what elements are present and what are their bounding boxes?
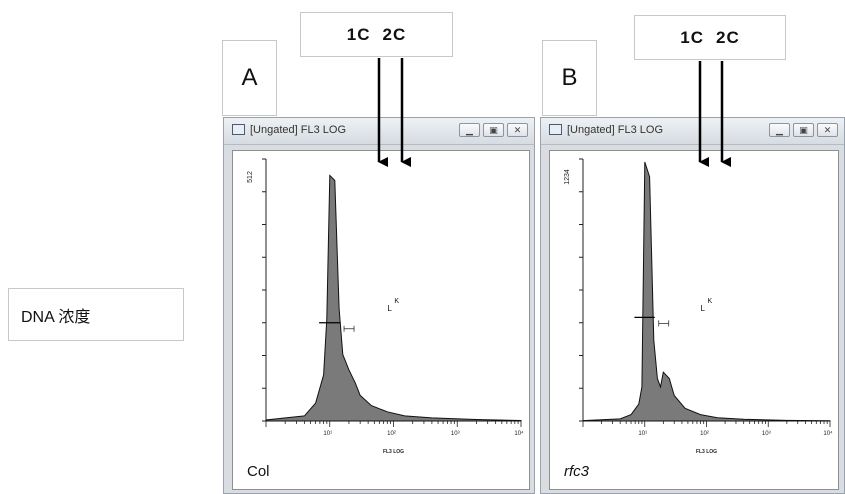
panel-letter-box-a: A — [222, 40, 277, 116]
maximize-icon[interactable]: ▣ — [793, 123, 814, 137]
panel-letter-a: A — [241, 64, 258, 91]
gate-prefix-label: L — [387, 304, 392, 313]
x-tick-label: 10³ — [451, 431, 460, 437]
histogram-chart-a: 512 10¹ 10² 10³ 10⁴ FL3 LOG LK — [247, 158, 524, 455]
histogram-chart-b: 1234 10¹ 10² 10³ 10⁴ FL3 LOG LK — [564, 158, 833, 455]
x-tick-label: 10¹ — [323, 431, 332, 437]
dna-label-text: DNA 浓度 — [21, 308, 91, 326]
minimize-icon[interactable]: ▁ — [769, 123, 790, 137]
histogram-area — [582, 161, 831, 422]
dna-concentration-label: DNA 浓度 — [8, 288, 184, 341]
histogram-window-a[interactable]: [Ungated] FL3 LOG ▁ ▣ ✕ 512 10¹ 10² 10³ 10⁴ F… — [223, 117, 535, 494]
histogram-app-icon — [549, 124, 562, 135]
ploidy-label-box-a: 1C 2C — [300, 12, 453, 57]
panel-letter-b: B — [561, 64, 578, 91]
gate-marker-label: K — [394, 298, 399, 305]
gate-marker-label: K — [708, 298, 713, 305]
ploidy-1c-label-a: 1C — [346, 24, 371, 44]
close-icon[interactable]: ✕ — [817, 123, 838, 137]
x-tick-label: 10³ — [762, 431, 771, 437]
y-max-label: 1234 — [564, 169, 571, 185]
window-title-a: [Ungated] FL3 LOG — [250, 124, 346, 136]
window-title-bar-b[interactable]: [Ungated] FL3 LOG ▁ ▣ ✕ — [541, 118, 844, 145]
ploidy-1c-label-b: 1C — [680, 27, 704, 47]
histogram-window-b[interactable]: [Ungated] FL3 LOG ▁ ▣ ✕ 1234 10¹ 10² 10³ 10⁴… — [540, 117, 845, 494]
sample-name-a: Col — [247, 463, 270, 480]
ploidy-2c-label-b: 2C — [716, 27, 740, 47]
x-tick-label: 10⁴ — [514, 430, 524, 437]
x-tick-label: 10⁴ — [823, 430, 833, 437]
close-icon[interactable]: ✕ — [507, 123, 528, 137]
x-tick-label: 10² — [700, 431, 709, 437]
y-max-label: 512 — [247, 171, 254, 183]
x-axis-label: FL3 LOG — [383, 449, 404, 455]
plot-area-b: 1234 10¹ 10² 10³ 10⁴ FL3 LOG L K rfc3 — [549, 150, 839, 490]
histogram-app-icon — [232, 124, 245, 135]
minimize-icon[interactable]: ▁ — [459, 123, 480, 137]
x-tick-label: 10¹ — [638, 431, 647, 437]
ploidy-label-box-b: 1C 2C — [634, 15, 786, 60]
gate-prefix-label: L — [701, 304, 706, 313]
plot-area-a: 512 10¹ 10² 10³ 10⁴ FL3 LOG L K Col — [232, 150, 530, 490]
window-title-bar-a[interactable]: [Ungated] FL3 LOG ▁ ▣ ✕ — [224, 118, 534, 145]
panel-letter-box-b: B — [542, 40, 597, 116]
ploidy-2c-label-a: 2C — [382, 24, 407, 44]
maximize-icon[interactable]: ▣ — [483, 123, 504, 137]
x-axis-label: FL3 LOG — [696, 449, 717, 455]
sample-name-b: rfc3 — [564, 463, 590, 480]
window-title-b: [Ungated] FL3 LOG — [567, 124, 663, 136]
x-tick-label: 10² — [387, 431, 396, 437]
histogram-area — [265, 174, 522, 422]
